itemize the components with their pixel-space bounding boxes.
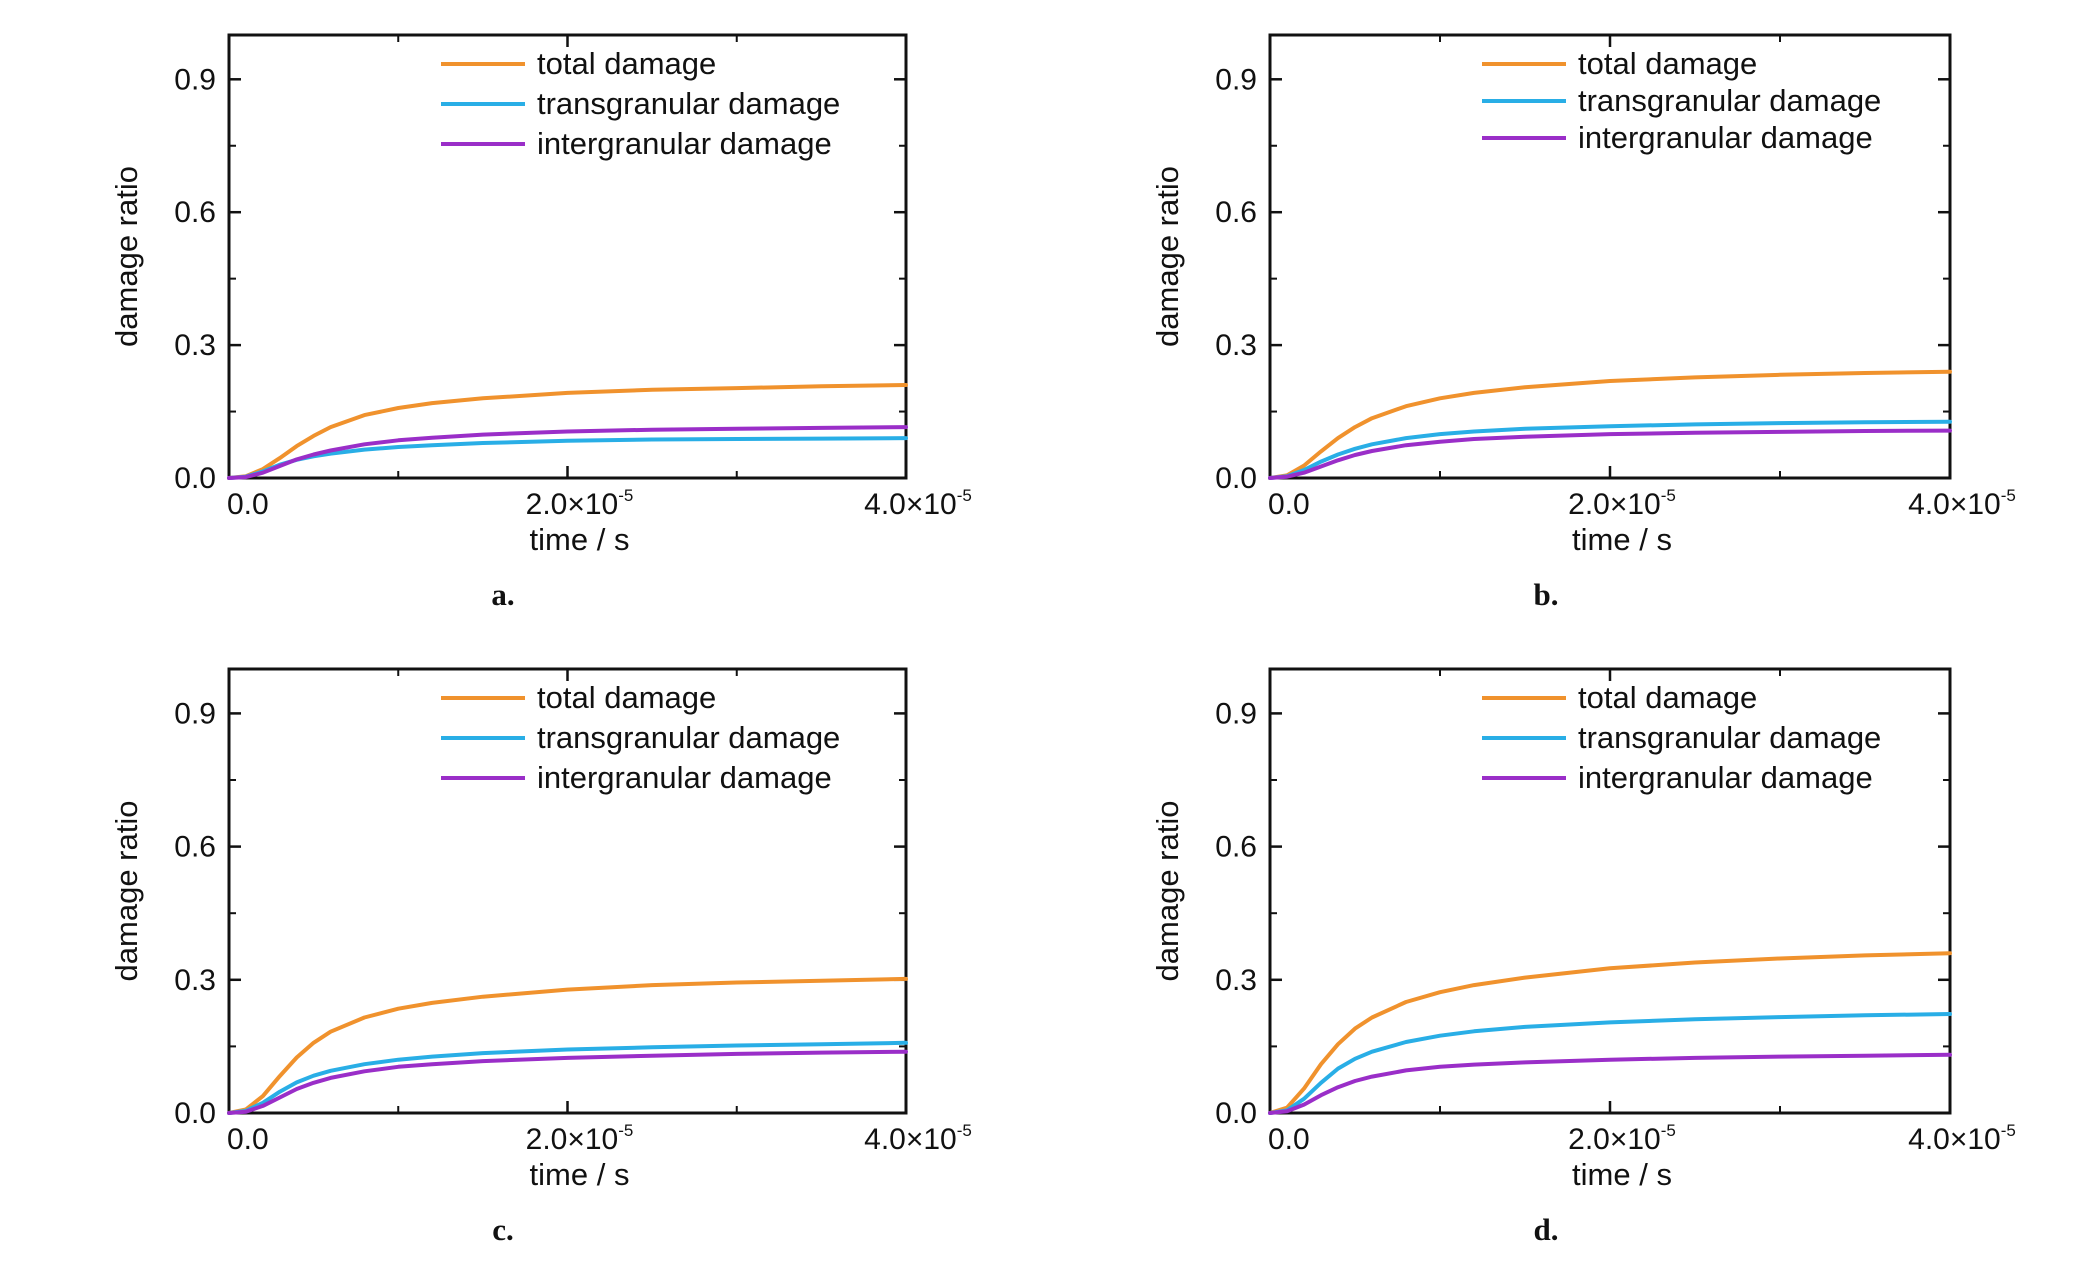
x-tick-label: 4.0×10-5 <box>864 1121 972 1156</box>
x-tick-mantissa: 2.0×10 <box>1568 1123 1661 1156</box>
x-tick-label: 4.0×10-5 <box>1908 1121 2016 1156</box>
x-tick-exponent: -5 <box>2001 486 2016 505</box>
y-tick-label: 0.9 <box>174 63 216 96</box>
x-tick-exponent: -5 <box>618 486 633 505</box>
x-tick-mantissa: 4.0×10 <box>864 488 957 521</box>
x-tick-mantissa: 2.0×10 <box>526 488 619 521</box>
x-axis-title: time / s <box>530 522 630 557</box>
x-tick-label: 2.0×10-5 <box>1568 486 1676 521</box>
series-line-intergranular <box>1268 1052 1952 1115</box>
legend-label: intergranular damage <box>537 126 832 161</box>
y-tick-label: 0.6 <box>174 831 216 864</box>
x-tick-mantissa: 0.0 <box>1268 488 1310 521</box>
x-tick-exponent: -5 <box>1661 1121 1676 1140</box>
x-tick-mantissa: 0.0 <box>227 1123 269 1156</box>
x-tick-label: 0.0 <box>1268 1123 1310 1156</box>
x-tick-mantissa: 2.0×10 <box>1568 488 1661 521</box>
x-tick-exponent: -5 <box>957 486 972 505</box>
legend-label: total damage <box>1578 680 1757 715</box>
legend-label: total damage <box>537 680 716 715</box>
series-line-transgranular <box>1268 1012 1952 1115</box>
x-axis-title: time / s <box>1572 522 1672 557</box>
panel-label: c. <box>492 1212 514 1247</box>
legend-label: intergranular damage <box>537 760 832 795</box>
x-tick-mantissa: 4.0×10 <box>1908 488 2001 521</box>
y-axis-title: damage ratio <box>109 801 144 982</box>
y-tick-label: 0.3 <box>174 329 216 362</box>
series-line-transgranular <box>1268 419 1952 480</box>
panel-label: b. <box>1534 577 1559 612</box>
y-tick-label: 0.0 <box>174 462 216 495</box>
y-tick-label: 0.3 <box>1215 329 1257 362</box>
y-axis-title: damage ratio <box>109 166 144 347</box>
y-tick-label: 0.9 <box>1215 63 1257 96</box>
y-tick-label: 0.3 <box>174 964 216 997</box>
legend-label: total damage <box>537 46 716 81</box>
x-tick-label: 2.0×10-5 <box>526 486 634 521</box>
y-tick-label: 0.6 <box>174 196 216 229</box>
x-tick-label: 4.0×10-5 <box>864 486 972 521</box>
legend-label: transgranular damage <box>1578 720 1881 755</box>
x-tick-mantissa: 0.0 <box>227 488 269 521</box>
series-line-total <box>1268 951 1952 1115</box>
series-line-total <box>1268 369 1952 480</box>
x-tick-mantissa: 0.0 <box>1268 1123 1310 1156</box>
x-tick-mantissa: 2.0×10 <box>526 1123 619 1156</box>
y-tick-label: 0.6 <box>1215 831 1257 864</box>
y-tick-label: 0.0 <box>174 1097 216 1130</box>
x-tick-mantissa: 4.0×10 <box>864 1123 957 1156</box>
series-line-total <box>227 976 908 1115</box>
x-tick-label: 4.0×10-5 <box>1908 486 2016 521</box>
x-tick-label: 0.0 <box>1268 488 1310 521</box>
legend-label: transgranular damage <box>1578 83 1881 118</box>
legend-label: intergranular damage <box>1578 120 1873 155</box>
x-tick-label: 0.0 <box>227 488 269 521</box>
x-axis-title: time / s <box>530 1157 630 1192</box>
series-line-intergranular <box>227 425 908 480</box>
x-tick-exponent: -5 <box>2001 1121 2016 1140</box>
y-tick-label: 0.0 <box>1215 1097 1257 1130</box>
y-tick-label: 0.3 <box>1215 964 1257 997</box>
x-axis-title: time / s <box>1572 1157 1672 1192</box>
legend-label: transgranular damage <box>537 86 840 121</box>
y-axis-title: damage ratio <box>1150 801 1185 982</box>
y-tick-label: 0.0 <box>1215 462 1257 495</box>
series-line-intergranular <box>227 1049 908 1115</box>
series-line-intergranular <box>1268 428 1952 480</box>
series-line-transgranular <box>227 1040 908 1115</box>
y-tick-label: 0.6 <box>1215 196 1257 229</box>
panel-label: a. <box>491 577 514 612</box>
x-tick-exponent: -5 <box>1661 486 1676 505</box>
series-line-total <box>227 383 908 480</box>
legend-label: intergranular damage <box>1578 760 1873 795</box>
x-tick-exponent: -5 <box>957 1121 972 1140</box>
legend-label: total damage <box>1578 46 1757 81</box>
legend-label: transgranular damage <box>537 720 840 755</box>
x-tick-label: 2.0×10-5 <box>526 1121 634 1156</box>
panel-label: d. <box>1534 1212 1559 1247</box>
x-tick-label: 2.0×10-5 <box>1568 1121 1676 1156</box>
y-tick-label: 0.9 <box>174 697 216 730</box>
x-tick-mantissa: 4.0×10 <box>1908 1123 2001 1156</box>
x-tick-label: 0.0 <box>227 1123 269 1156</box>
x-tick-exponent: -5 <box>618 1121 633 1140</box>
y-tick-label: 0.9 <box>1215 697 1257 730</box>
y-axis-title: damage ratio <box>1150 166 1185 347</box>
